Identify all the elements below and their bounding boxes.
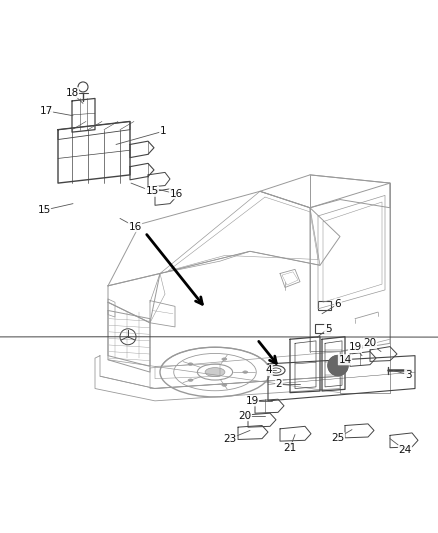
Ellipse shape — [243, 371, 248, 373]
Text: 20: 20 — [364, 338, 377, 349]
Text: 3: 3 — [405, 369, 411, 379]
Text: 19: 19 — [245, 396, 258, 406]
Ellipse shape — [205, 368, 225, 377]
Text: 25: 25 — [332, 433, 345, 443]
Text: 1: 1 — [160, 126, 166, 136]
Text: 4: 4 — [266, 366, 272, 375]
Text: 2: 2 — [276, 379, 283, 390]
Text: 20: 20 — [238, 410, 251, 421]
Ellipse shape — [188, 363, 193, 365]
Circle shape — [328, 356, 348, 376]
Ellipse shape — [188, 379, 193, 382]
Text: 16: 16 — [170, 189, 183, 199]
Text: 15: 15 — [145, 187, 159, 196]
Ellipse shape — [222, 358, 227, 360]
Text: 21: 21 — [283, 443, 297, 453]
Text: 15: 15 — [37, 205, 51, 215]
Text: 19: 19 — [348, 342, 362, 352]
Text: 24: 24 — [399, 445, 412, 455]
Text: 16: 16 — [128, 222, 141, 232]
Text: 6: 6 — [335, 299, 341, 309]
Text: 23: 23 — [223, 434, 237, 443]
Ellipse shape — [222, 384, 227, 386]
Text: 18: 18 — [65, 88, 79, 98]
Text: 17: 17 — [39, 106, 53, 116]
Text: 5: 5 — [325, 324, 331, 334]
Text: 14: 14 — [339, 355, 352, 365]
